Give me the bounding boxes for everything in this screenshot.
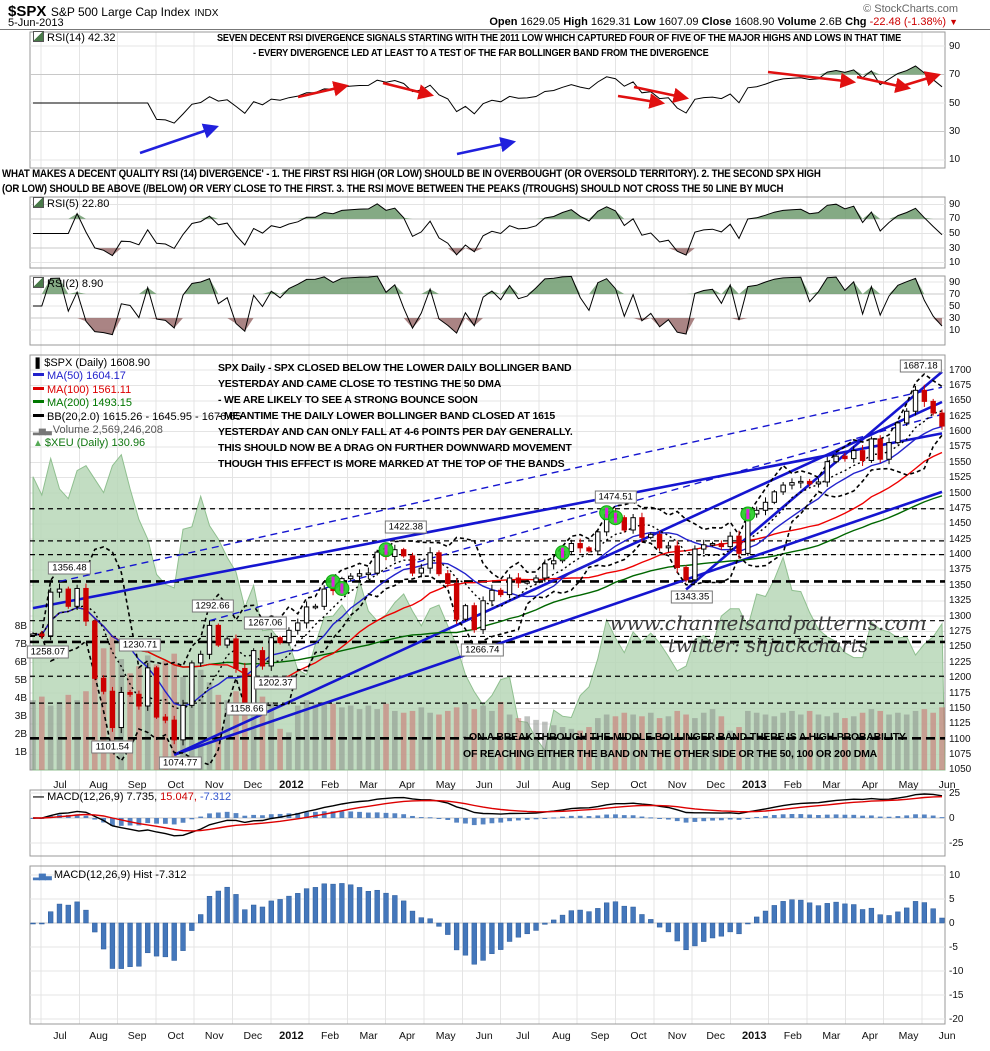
rsi5-legend: RSI(5) 22.80 xyxy=(33,197,109,210)
legend-row: ▲ $XEU (Daily) 130.96 xyxy=(33,437,241,450)
legend-row: MA(100) 1561.11 xyxy=(33,384,241,397)
indicator-icon xyxy=(33,197,44,208)
legend-text: MA(100) 1561.11 xyxy=(47,383,132,396)
chg-down-arrow-icon: ▼ xyxy=(949,17,958,27)
ticker-symbol: $SPX xyxy=(8,3,47,20)
spx-note-line5: YESTERDAY AND CAN ONLY FALL AT 4-6 POINT… xyxy=(218,426,573,438)
rsi5-label: RSI(5) 22.80 xyxy=(47,198,110,210)
legend-row: ▂▅▃ Volume 2,569,246,208 xyxy=(33,424,241,437)
line-icon xyxy=(33,373,44,377)
spx-note-line3: - WE ARE LIKELY TO SEE A STRONG BOUNCE S… xyxy=(218,394,478,406)
line-icon: — xyxy=(33,791,44,803)
watermark: www.channelsandpatterns.com twitter: shj… xyxy=(592,612,944,658)
macd-legend: — MACD(12,26,9) 7.735, 15.047, -7.312 xyxy=(33,791,231,803)
spx-note-line6: THIS SHOULD NOW BE A DRAG ON FURTHER DOW… xyxy=(218,442,572,454)
quote-bar: Open 1629.05 High 1629.31 Low 1607.09 Cl… xyxy=(489,16,958,28)
macd-label: MACD(12,26,9) xyxy=(47,791,124,803)
quality-note-line2: (OR LOW) SHOULD BE ABOVE (/BELOW) OR VER… xyxy=(2,183,784,195)
legend-text: $XEU (Daily) 130.96 xyxy=(44,437,146,450)
legend-row: MA(50) 1604.17 xyxy=(33,370,241,383)
candlesticks xyxy=(30,384,945,746)
macd-value-1: 7.735, xyxy=(123,791,158,803)
watermark-line2: twitter: shjackcharts xyxy=(667,635,869,657)
divergence-markers xyxy=(325,505,756,596)
chart-header-title: $SPX S&P 500 Large Cap Index INDX xyxy=(8,3,218,21)
macd-plot xyxy=(30,792,945,844)
rsi14-note-line2: - EVERY DIVERGENCE LED AT LEAST TO A TES… xyxy=(253,47,709,59)
legend-row: MA(200) 1493.15 xyxy=(33,397,241,410)
xeu-area xyxy=(32,453,946,771)
legend-text: MA(200) 1493.15 xyxy=(47,397,132,410)
candle-icon: ❚ xyxy=(33,357,43,369)
break-note: - ON A BREAK THROUGH THE MIDDLE BOLLINGE… xyxy=(463,730,906,762)
open-value: 1629.05 xyxy=(520,16,561,28)
line-icon xyxy=(33,413,44,417)
hist-legend: ▂▅▃ MACD(12,26,9) Hist -7.312 xyxy=(33,869,187,881)
open-label: Open xyxy=(489,16,518,28)
spx-note-line7: THOUGH THIS EFFECT IS MORE MARKED AT THE… xyxy=(218,458,565,470)
low-value: 1607.09 xyxy=(658,16,699,28)
legend-row: ❚ $SPX (Daily) 1608.90 xyxy=(33,357,241,370)
legend-text: $SPX (Daily) 1608.90 xyxy=(44,357,150,369)
rsi2-legend: RSI(2) 8.90 xyxy=(33,277,103,290)
rsi14-legend: RSI(14) 42.32 xyxy=(33,31,115,44)
close-value: 1608.90 xyxy=(734,16,775,28)
rsi2-label: RSI(2) 8.90 xyxy=(47,278,104,290)
break-note-line1: - ON A BREAK THROUGH THE MIDDLE BOLLINGE… xyxy=(463,731,906,743)
volume-value: 2.6B xyxy=(819,16,843,28)
volume-label: Volume xyxy=(777,16,817,28)
spx-note-line2: YESTERDAY AND CAME CLOSE TO TESTING THE … xyxy=(218,378,502,390)
rsi-arrows xyxy=(139,70,941,156)
header-divider xyxy=(0,29,990,30)
ticker-name: S&P 500 Large Cap Index xyxy=(50,5,191,19)
legend-text: MA(50) 1604.17 xyxy=(47,370,126,383)
indicator-icon xyxy=(33,277,44,288)
area-icon: ▲ xyxy=(33,438,43,450)
rsi14-label: RSI(14) 42.32 xyxy=(47,32,116,44)
line-icon xyxy=(33,400,44,404)
spx-note: SPX Daily - SPX CLOSED BELOW THE LOWER D… xyxy=(218,361,573,472)
indicator-icon xyxy=(33,31,44,42)
rsi5-plot xyxy=(30,203,945,264)
chart-date: 5-Jun-2013 xyxy=(8,17,64,29)
high-value: 1629.31 xyxy=(590,16,631,28)
chg-value: -22.48 (-1.38%) xyxy=(869,16,947,28)
rsi14-note-line1: SEVEN DECENT RSI DIVERGENCE SIGNALS STAR… xyxy=(217,32,902,44)
legend-text: BB(20,2.0) 1615.26 - 1645.95 - 1676.65 xyxy=(47,410,242,423)
spx-note-line1: SPX Daily - SPX CLOSED BELOW THE LOWER D… xyxy=(218,362,572,374)
bars-icon: ▂▅▃ xyxy=(33,870,52,880)
legend-text: Volume 2,569,246,208 xyxy=(52,424,163,437)
quality-note-line1: WHAT MAKES A DECENT QUALITY RSI (14) DIV… xyxy=(2,168,821,180)
bars-icon: ▂▅▃ xyxy=(33,425,52,436)
macd-hist-plot xyxy=(30,874,945,1020)
break-note-line2: OF REACHING EITHER THE BAND ON THE OTHER… xyxy=(463,748,878,760)
ticker-exchange: INDX xyxy=(194,8,219,19)
main-legend: ❚ $SPX (Daily) 1608.90 MA(50) 1604.17 MA(10… xyxy=(33,357,241,451)
macd-value-2: 15.047, xyxy=(157,791,197,803)
hist-label: MACD(12,26,9) Hist -7.312 xyxy=(53,869,187,881)
line-icon xyxy=(33,386,44,390)
legend-row: BB(20,2.0) 1615.26 - 1645.95 - 1676.65 xyxy=(33,411,241,424)
low-label: Low xyxy=(633,16,656,28)
spx-note-line4: - MEANTIME THE DAILY LOWER BOLLINGER BAN… xyxy=(218,410,556,422)
high-label: High xyxy=(563,16,588,28)
macd-value-3: -7.312 xyxy=(196,791,232,803)
support-resistance-lines xyxy=(30,508,945,740)
close-label: Close xyxy=(701,16,732,28)
watermark-line1: www.channelsandpatterns.com xyxy=(609,611,927,635)
copyright: © StockCharts.com xyxy=(863,3,958,15)
chg-label: Chg xyxy=(845,16,867,28)
rsi2-plot xyxy=(30,275,945,336)
